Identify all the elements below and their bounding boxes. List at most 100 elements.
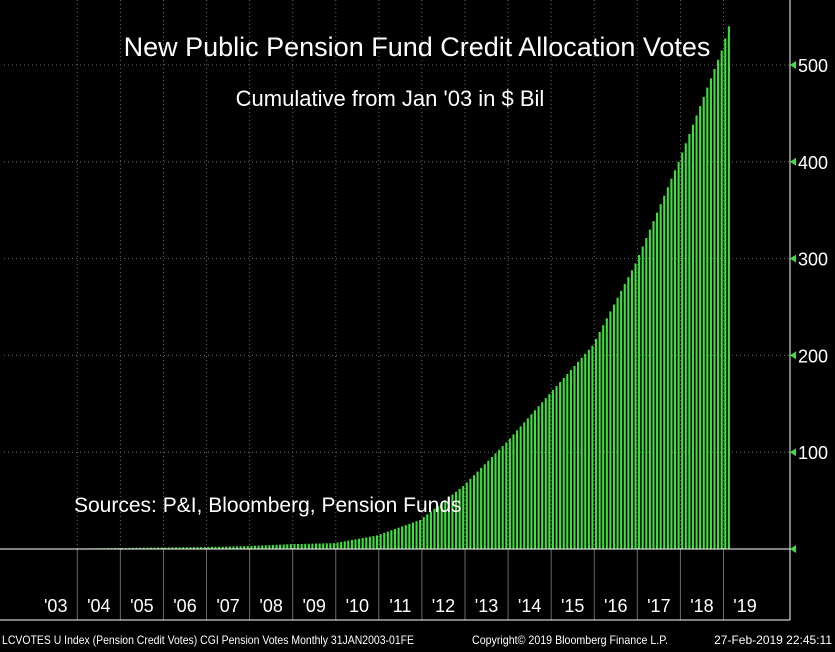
x-tick-label: '12	[432, 596, 455, 616]
bar	[641, 246, 644, 549]
bar	[699, 106, 702, 549]
bar	[121, 547, 124, 549]
bar	[437, 505, 440, 549]
bar	[673, 170, 677, 549]
bar	[656, 212, 659, 549]
bar	[142, 547, 145, 549]
bar	[397, 527, 400, 549]
chart-title: New Public Pension Fund Credit Allocatio…	[124, 32, 711, 62]
bar	[325, 543, 328, 549]
bar	[627, 277, 630, 549]
bar	[469, 478, 472, 549]
chart-subtitle: Cumulative from Jan '03 in $ Bil	[236, 86, 545, 111]
bar	[124, 547, 127, 549]
bar	[239, 546, 242, 549]
y-tick-marker	[790, 61, 796, 69]
bar	[210, 546, 213, 549]
bar	[192, 547, 196, 549]
bar	[605, 318, 608, 549]
bar	[332, 543, 336, 549]
bar	[376, 535, 379, 549]
bar	[663, 195, 666, 549]
bar	[530, 414, 533, 549]
bar	[218, 546, 221, 549]
bar	[250, 545, 253, 549]
bar	[516, 430, 519, 549]
bar	[203, 547, 206, 549]
bar	[300, 543, 303, 549]
y-tick-label: 500	[798, 56, 828, 76]
bar	[286, 544, 289, 549]
x-tick-label: '10	[346, 596, 369, 616]
bar	[706, 87, 709, 549]
bar	[282, 544, 285, 549]
x-tick-label: '17	[647, 596, 670, 616]
x-tick-label: '08	[259, 596, 282, 616]
x-tick-label: '15	[561, 596, 584, 616]
x-tick-label: '11	[389, 596, 411, 616]
y-tick-marker	[790, 254, 796, 263]
bar	[307, 543, 310, 549]
bar	[379, 534, 382, 549]
bar	[422, 517, 425, 549]
x-tick-label: '18	[690, 596, 713, 616]
x-tick-label: '13	[475, 596, 498, 616]
bar	[304, 543, 307, 549]
y-tick-marker	[790, 351, 796, 360]
bar	[447, 497, 450, 549]
bar	[717, 59, 720, 550]
bar	[149, 547, 152, 549]
bar	[670, 178, 673, 550]
bar	[383, 532, 386, 549]
y-tick-marker	[790, 448, 796, 457]
bar	[419, 519, 422, 549]
bar	[573, 365, 576, 549]
bar	[225, 546, 228, 549]
bar	[408, 523, 411, 549]
x-tick-label: '09	[302, 596, 325, 616]
bar	[569, 369, 572, 549]
bar	[444, 500, 447, 549]
bar	[228, 546, 231, 549]
bar	[174, 547, 178, 549]
bar	[189, 547, 192, 549]
bar	[483, 464, 486, 549]
x-tick-label: '19	[733, 596, 756, 616]
bar	[688, 133, 691, 549]
footer-index-info: LCVOTES U Index (Pension Credit Votes) C…	[2, 633, 414, 647]
bar	[681, 152, 684, 550]
bar	[620, 290, 623, 549]
bar	[526, 418, 529, 549]
bar	[261, 545, 264, 549]
bar	[235, 546, 239, 549]
bar	[720, 50, 723, 549]
bar	[164, 547, 167, 549]
bar	[454, 491, 458, 549]
bar	[702, 96, 705, 549]
y-tick-label: 400	[798, 153, 828, 173]
bar	[609, 311, 612, 549]
bar	[200, 547, 203, 549]
bar	[207, 546, 210, 549]
bar	[182, 547, 185, 549]
bar	[433, 508, 436, 549]
bar	[157, 547, 160, 549]
x-tick-label: '06	[173, 596, 196, 616]
bar	[630, 270, 633, 549]
bar	[167, 547, 170, 549]
bar	[577, 361, 580, 549]
bar	[505, 442, 508, 549]
bar	[311, 543, 314, 549]
bar-series	[34, 26, 730, 550]
bar	[358, 538, 361, 549]
bar	[232, 546, 235, 549]
bar	[293, 544, 296, 549]
bar	[612, 304, 616, 549]
bar	[451, 494, 454, 549]
y-tick-label: 300	[798, 250, 828, 270]
bar	[440, 503, 443, 549]
bar	[648, 229, 651, 549]
bar	[498, 449, 501, 549]
bar	[724, 38, 727, 549]
bar	[336, 542, 339, 549]
